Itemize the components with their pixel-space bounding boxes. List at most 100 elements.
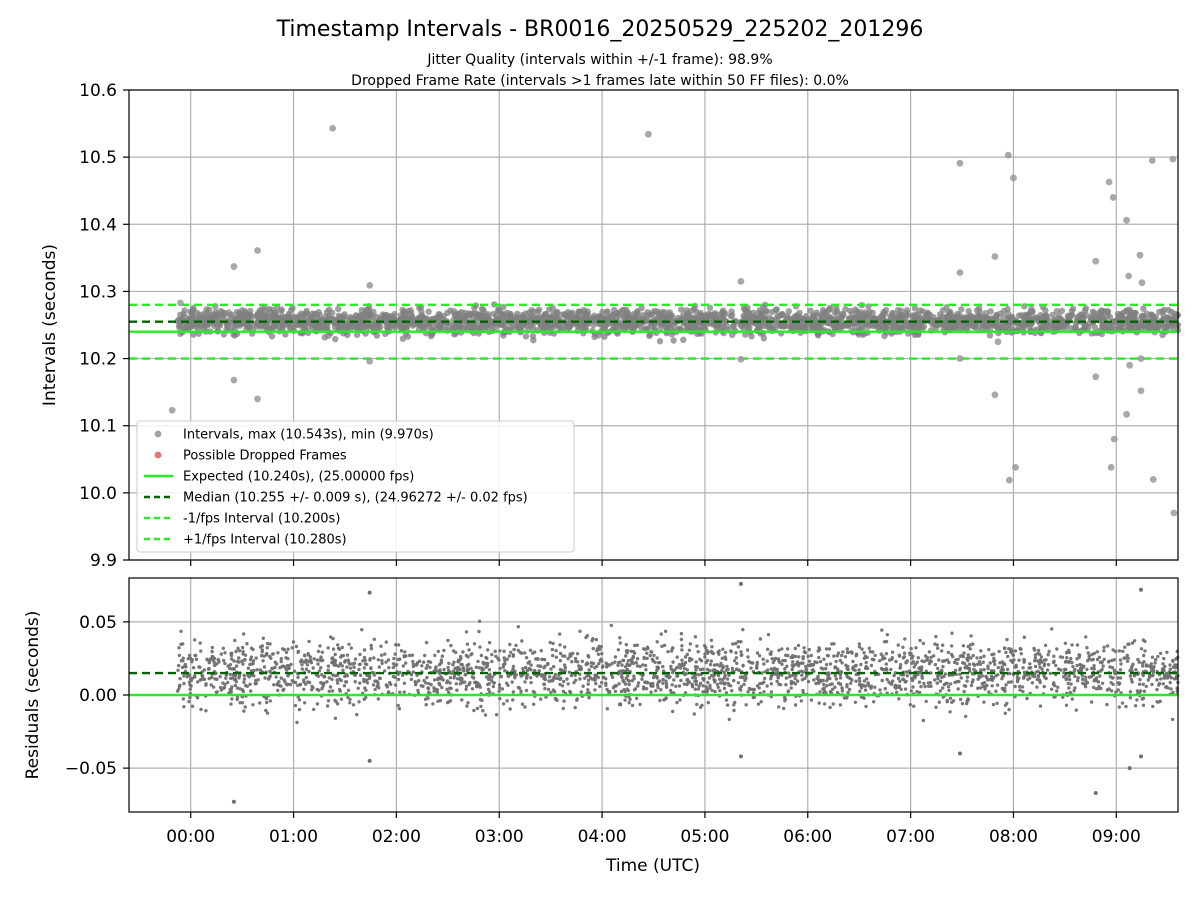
residual-point — [782, 695, 787, 700]
residual-point — [725, 677, 730, 681]
residual-point — [853, 700, 858, 704]
residual-point — [643, 663, 648, 668]
interval-outlier-point — [254, 395, 261, 403]
residual-point — [1141, 682, 1146, 686]
residual-point — [912, 704, 916, 708]
legend-label-1-fps-interval-10-280s: +1/fps Interval (10.280s) — [183, 533, 347, 548]
residual-point — [234, 649, 238, 654]
interval-outlier-point — [1136, 251, 1144, 259]
residual-point — [183, 664, 187, 669]
residual-point — [604, 681, 608, 685]
interval-point — [418, 313, 425, 320]
residual-point — [1051, 660, 1056, 665]
residual-point — [858, 679, 862, 683]
residual-point — [274, 675, 278, 679]
residual-point — [242, 632, 246, 636]
residual-point — [552, 664, 556, 669]
interval-outlier-point — [1110, 435, 1118, 443]
interval-point — [1144, 321, 1151, 328]
residual-point — [276, 651, 280, 655]
residual-point — [678, 698, 682, 702]
residual-point — [734, 667, 739, 671]
residual-point — [818, 690, 822, 694]
residual-point — [549, 690, 553, 695]
residual-point — [838, 658, 842, 663]
residual-point — [638, 664, 642, 669]
interval-outlier-point — [956, 355, 964, 362]
intervals-ytick-label-3: 10.3 — [79, 282, 117, 302]
interval-point — [1164, 321, 1172, 328]
residual-point — [505, 657, 509, 661]
residual-point — [1144, 663, 1149, 667]
residual-point — [625, 662, 629, 666]
residual-point — [595, 649, 599, 653]
residual-point — [1078, 662, 1082, 667]
interval-outlier-point — [1126, 361, 1134, 369]
residual-point — [1140, 697, 1145, 701]
residual-point — [998, 661, 1002, 665]
residual-point — [896, 676, 901, 681]
residual-point — [489, 679, 494, 683]
residual-point — [723, 681, 727, 685]
residual-point — [472, 708, 476, 713]
residual-point — [1079, 668, 1084, 672]
residual-point — [306, 653, 311, 657]
residual-point — [207, 659, 212, 663]
intervals-plot-frame — [128, 89, 1179, 561]
residual-point — [822, 657, 826, 661]
residual-point — [223, 661, 227, 666]
residual-point — [680, 658, 684, 662]
residual-point — [473, 680, 477, 685]
residual-point — [303, 701, 307, 705]
residual-point — [721, 664, 725, 668]
residual-point — [645, 656, 649, 661]
residual-point — [873, 685, 877, 689]
residual-point — [1035, 685, 1039, 689]
interval-outlier-point — [177, 299, 184, 307]
residual-point — [437, 681, 441, 686]
residual-point — [477, 619, 482, 623]
residual-point — [524, 656, 529, 660]
interval-point — [1117, 310, 1125, 318]
residual-point — [621, 679, 625, 683]
residual-point — [732, 678, 736, 683]
interval-point — [769, 308, 776, 316]
residual-point — [1027, 666, 1031, 670]
residual-point — [338, 661, 343, 666]
legend-marker-1 — [154, 451, 162, 459]
residual-point — [1076, 676, 1080, 680]
residual-point — [460, 678, 464, 682]
residual-point — [252, 668, 256, 673]
residual-point — [847, 687, 852, 692]
residual-point — [814, 681, 818, 686]
residual-point — [1126, 656, 1130, 660]
residual-point — [237, 656, 241, 660]
residual-point — [966, 666, 970, 670]
residual-point — [941, 643, 945, 647]
residual-point — [302, 678, 306, 682]
residual-point — [1101, 664, 1105, 668]
residual-point — [543, 686, 547, 691]
residual-point — [542, 682, 547, 686]
residual-point — [344, 680, 348, 684]
interval-outlier-point — [956, 159, 964, 167]
residual-point — [1171, 690, 1175, 695]
interval-point — [453, 315, 460, 322]
residual-point — [1013, 684, 1017, 689]
residual-point — [986, 666, 990, 671]
residual-point — [295, 720, 299, 725]
residual-point — [286, 657, 290, 661]
residual-point — [356, 686, 360, 690]
residual-point — [1105, 644, 1110, 648]
residual-point — [487, 640, 492, 645]
residual-point — [593, 673, 597, 677]
residual-point — [1086, 651, 1090, 655]
residual-point — [894, 690, 899, 694]
residual-point — [596, 652, 601, 656]
residual-point — [958, 654, 963, 658]
residual-point — [821, 667, 825, 671]
residual-point — [548, 640, 552, 645]
residual-point — [658, 679, 662, 683]
residual-point — [795, 679, 800, 683]
residual-point — [290, 646, 294, 650]
